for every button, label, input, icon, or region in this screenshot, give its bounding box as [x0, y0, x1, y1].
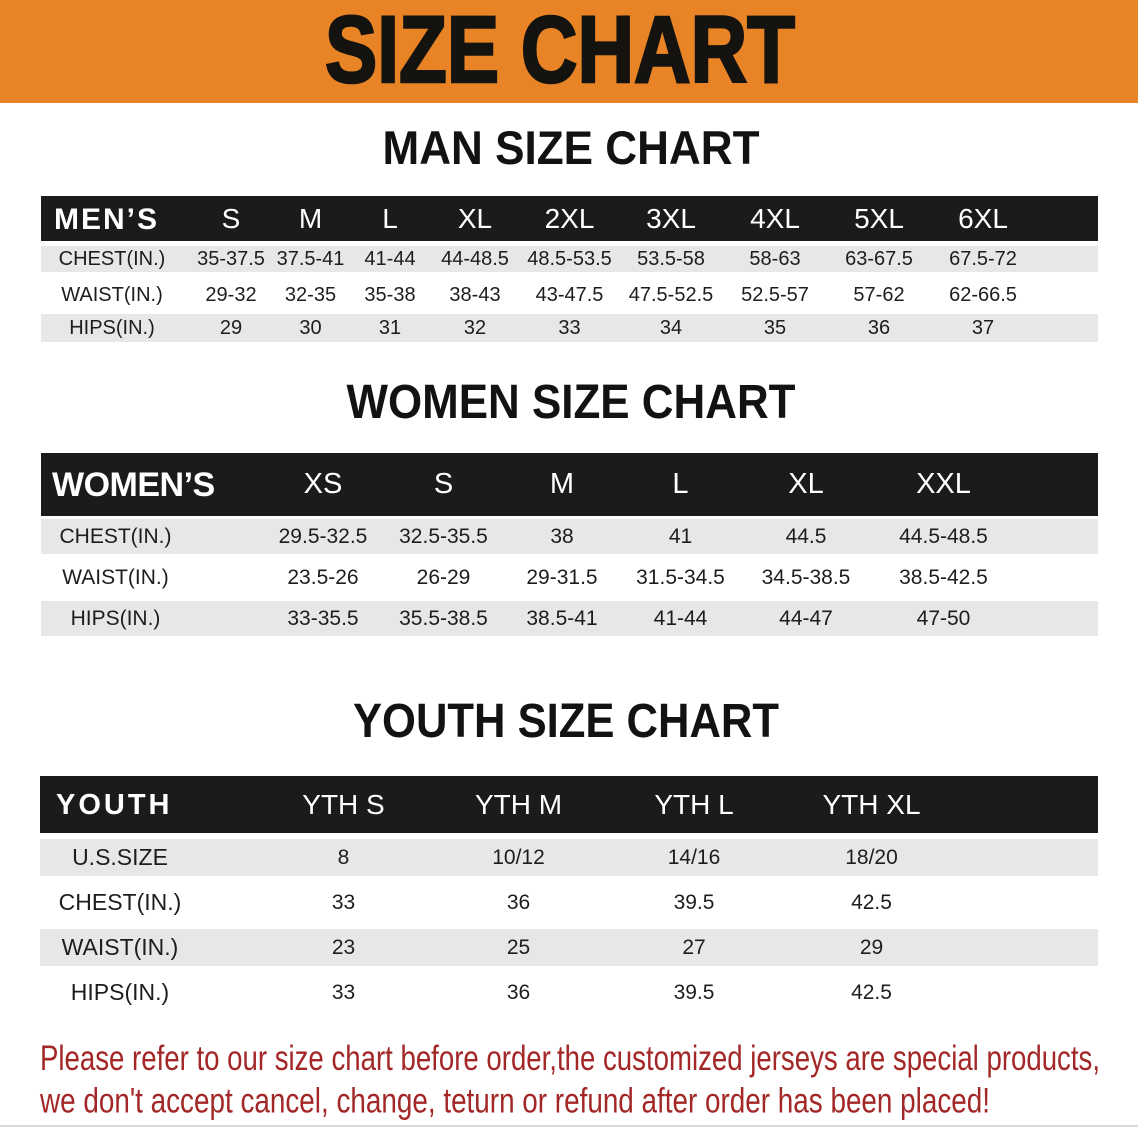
svg-text:Please refer to our size chart: Please refer to our size chart before or…: [40, 1039, 1100, 1078]
svg-text:WOMEN SIZE CHART: WOMEN SIZE CHART: [347, 376, 796, 429]
svg-text:YOUTH SIZE CHART: YOUTH SIZE CHART: [353, 695, 779, 748]
svg-text:MAN SIZE CHART: MAN SIZE CHART: [383, 121, 760, 174]
svg-text:we don't accept cancel, change: we don't accept cancel, change, teturn o…: [39, 1082, 990, 1121]
svg-text:SIZE CHART: SIZE CHART: [325, 0, 795, 103]
